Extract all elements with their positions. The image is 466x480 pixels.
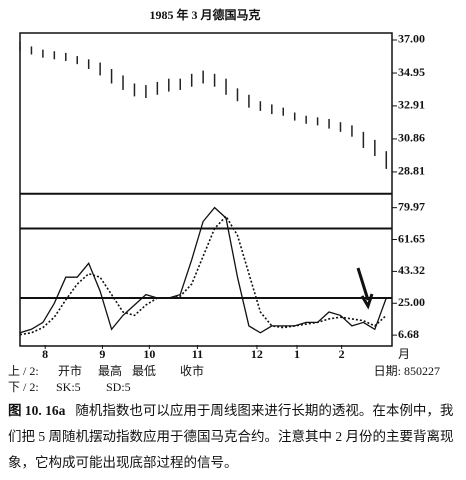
- y-tick-label: 32.91: [398, 98, 425, 112]
- chart-title: 1985 年 3 月德国马克: [149, 7, 260, 22]
- y-tick-label: 61.65: [398, 231, 425, 245]
- footer-label: 下 / 2:: [8, 380, 39, 394]
- x-tick-label: 9: [99, 347, 105, 361]
- legend-entry: SD:5: [106, 380, 131, 394]
- x-tick-label: 2: [339, 347, 345, 361]
- date: 日期: 850227: [374, 364, 440, 378]
- caption: 图 10. 16a 随机指数也可以应用于周线图来进行长期的透视。在本例中，我们把 …: [8, 398, 458, 476]
- x-tick-label: 8: [42, 347, 48, 361]
- x-tick-label: 10: [143, 347, 155, 361]
- y-tick-label: 37.00: [398, 32, 425, 46]
- caption-text: 随机指数也可以应用于周线图来进行长期的透视。在本例中，我们把 5 周随机摆动指数…: [8, 403, 454, 470]
- y-tick-label: 43.32: [398, 263, 425, 277]
- footer-item: 开市: [58, 363, 82, 378]
- x-tick-label: 1: [294, 347, 300, 361]
- footer-item: 收市: [180, 363, 204, 378]
- x-unit: 月: [398, 347, 410, 361]
- series-line: [19, 206, 387, 334]
- arrow: [356, 267, 374, 310]
- footer-label: 上 / 2:: [8, 364, 39, 378]
- y-tick-label: 6.68: [398, 327, 419, 341]
- chart: 1985 年 3 月德国马克 上 / 2: 开市 最高 最低 收市 下 / 2:…: [8, 7, 440, 394]
- frame: [19, 32, 393, 347]
- figure-number: 图 10. 16a: [8, 403, 66, 418]
- y-tick-label: 34.95: [398, 65, 425, 79]
- footer-item: 最高: [98, 363, 122, 378]
- series-line: [19, 214, 387, 336]
- footer-item: 最低: [132, 364, 156, 378]
- x-tick-label: 12: [251, 347, 263, 361]
- y-tick-label: 25.00: [398, 295, 425, 309]
- y-tick-label: 28.81: [398, 164, 425, 178]
- legend-entry: SK:5: [56, 380, 81, 394]
- y-tick-label: 30.86: [398, 131, 425, 145]
- y-tick-label: 79.97: [398, 199, 425, 213]
- x-tick-label: 11: [192, 347, 203, 361]
